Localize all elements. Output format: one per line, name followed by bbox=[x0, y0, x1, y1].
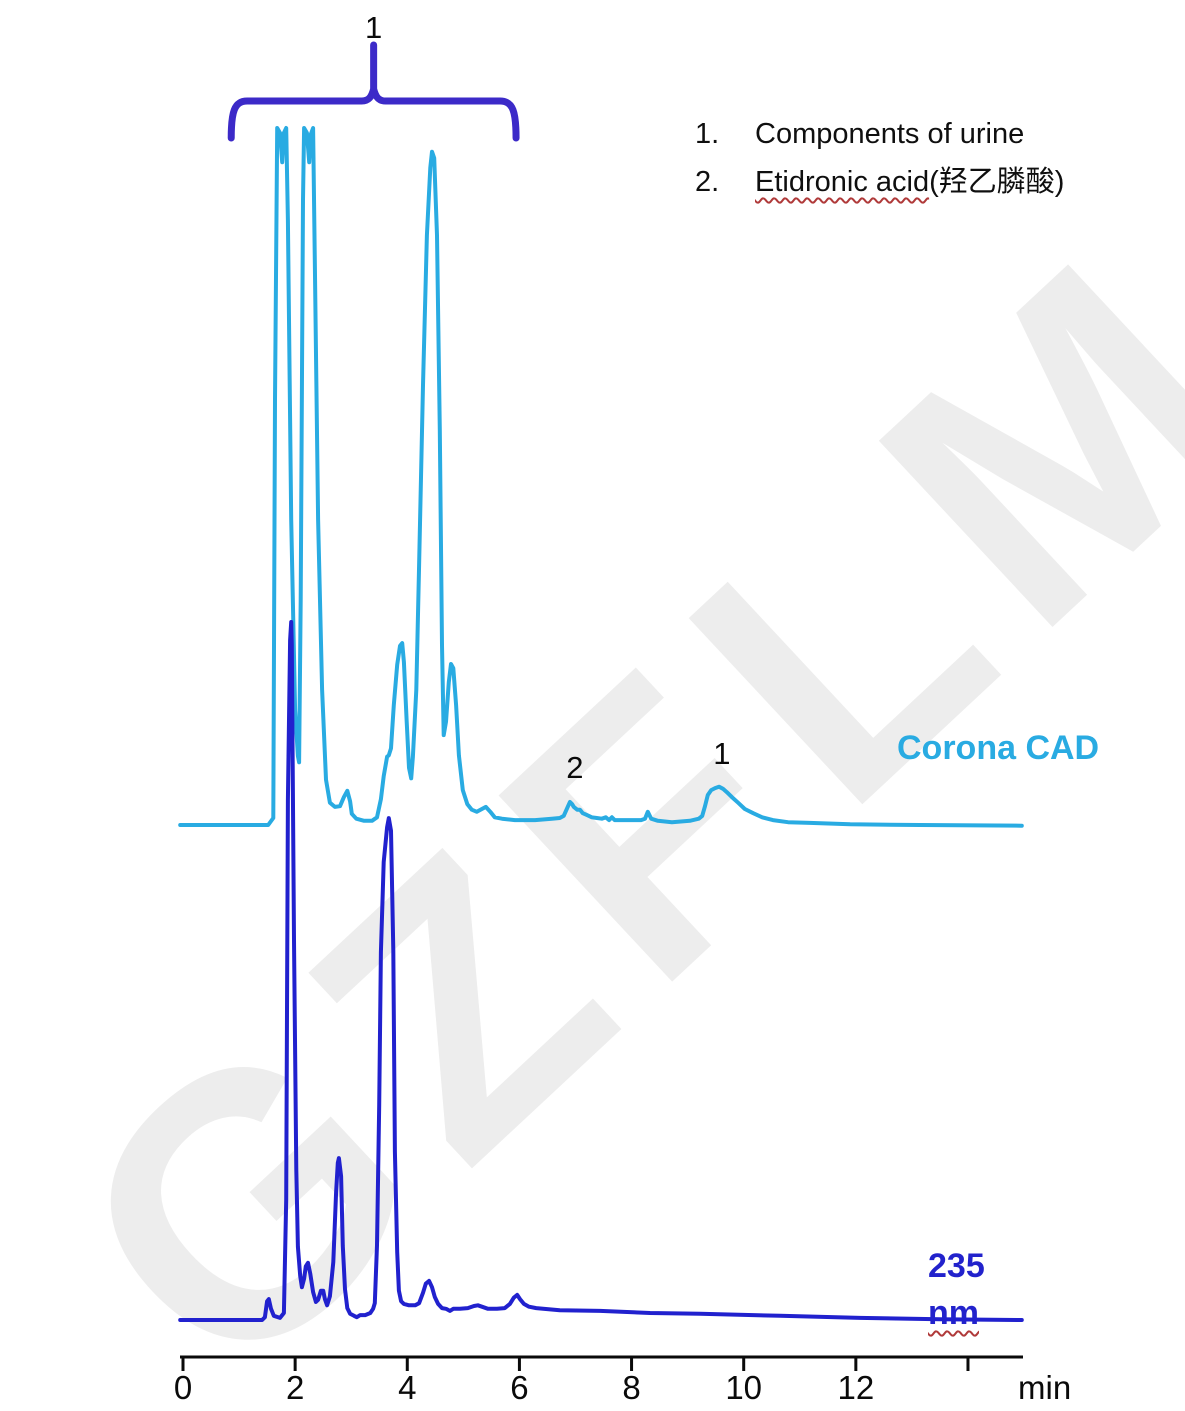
series-label-235nm: 235 nm bbox=[928, 1243, 985, 1337]
peak-group-bracket bbox=[227, 41, 520, 142]
legend-item-label: Etidronic acid(羟乙膦酸) bbox=[755, 158, 1064, 206]
x-tick-label: 4 bbox=[398, 1369, 416, 1406]
series-label-235: 235 bbox=[928, 1247, 985, 1285]
series-label-corona-cad: Corona CAD bbox=[897, 729, 1100, 767]
x-tick-label: 2 bbox=[286, 1369, 304, 1406]
peak-label-1: 1 bbox=[713, 736, 730, 771]
legend-item-label: Components of urine bbox=[755, 110, 1024, 158]
series-label-nm: nm bbox=[928, 1294, 979, 1332]
legend-item-2: 2. Etidronic acid(羟乙膦酸) bbox=[695, 158, 1064, 206]
legend-item-1: 1. Components of urine bbox=[695, 110, 1064, 158]
legend-item-suffix: (羟乙膦酸) bbox=[929, 166, 1065, 198]
x-tick-label: 8 bbox=[622, 1369, 640, 1406]
legend-item-number: 1. bbox=[695, 118, 720, 150]
legend-item-main: Components of urine bbox=[755, 118, 1025, 150]
trace-235nm bbox=[178, 620, 1024, 1322]
x-axis-unit-label: min bbox=[1018, 1369, 1071, 1406]
bracket-label: 1 bbox=[365, 10, 382, 45]
trace-corona-cad bbox=[178, 126, 1024, 828]
x-tick-label: 0 bbox=[174, 1369, 192, 1406]
x-tick-label: 6 bbox=[510, 1369, 528, 1406]
legend-item-number: 2. bbox=[695, 166, 720, 198]
x-tick-label: 12 bbox=[837, 1369, 874, 1406]
legend: 1. Components of urine 2. Etidronic acid… bbox=[695, 110, 1064, 206]
peak-label-2: 2 bbox=[566, 750, 583, 785]
x-tick-label: 10 bbox=[725, 1369, 762, 1406]
legend-item-main: Etidronic acid bbox=[755, 166, 930, 198]
